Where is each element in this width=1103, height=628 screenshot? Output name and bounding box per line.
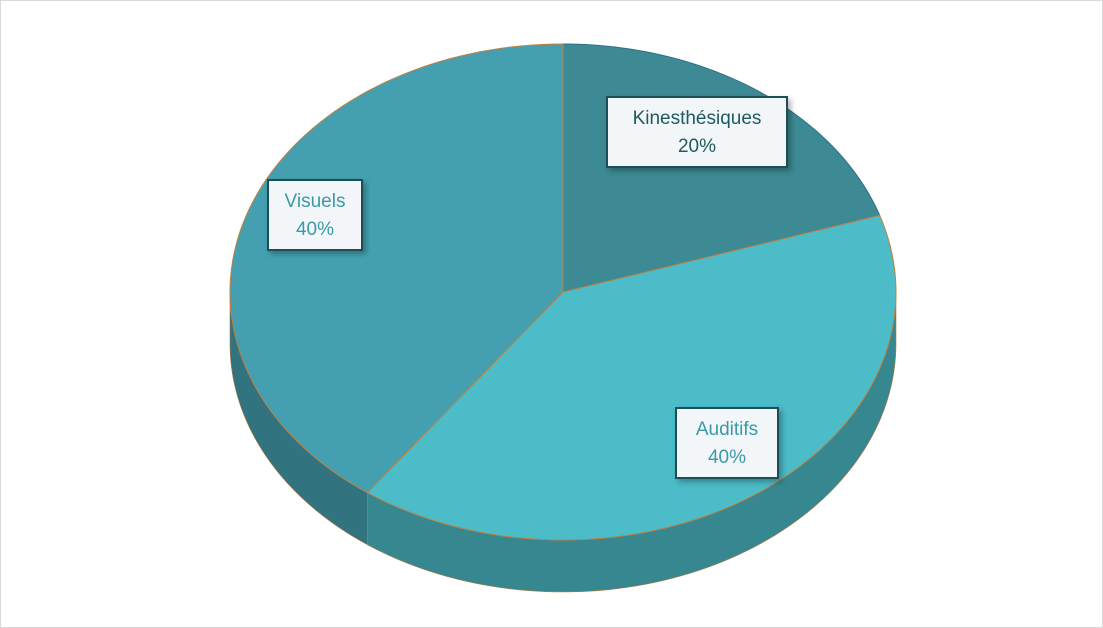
value-label: 40% <box>296 219 334 240</box>
label-box <box>267 179 363 251</box>
data-label: Auditifs 40% <box>675 407 779 479</box>
label-box <box>606 96 788 168</box>
data-label: Visuels 40% <box>267 179 363 251</box>
label-box <box>675 407 779 479</box>
value-label: 20% <box>678 136 716 157</box>
value-label: 40% <box>708 447 746 468</box>
category-label: Visuels <box>285 191 346 212</box>
category-label: Kinesthésiques <box>633 108 762 129</box>
pie-slice <box>229 43 564 494</box>
category-label: Auditifs <box>696 419 758 440</box>
data-label: Kinesthésiques 20% <box>606 96 788 168</box>
